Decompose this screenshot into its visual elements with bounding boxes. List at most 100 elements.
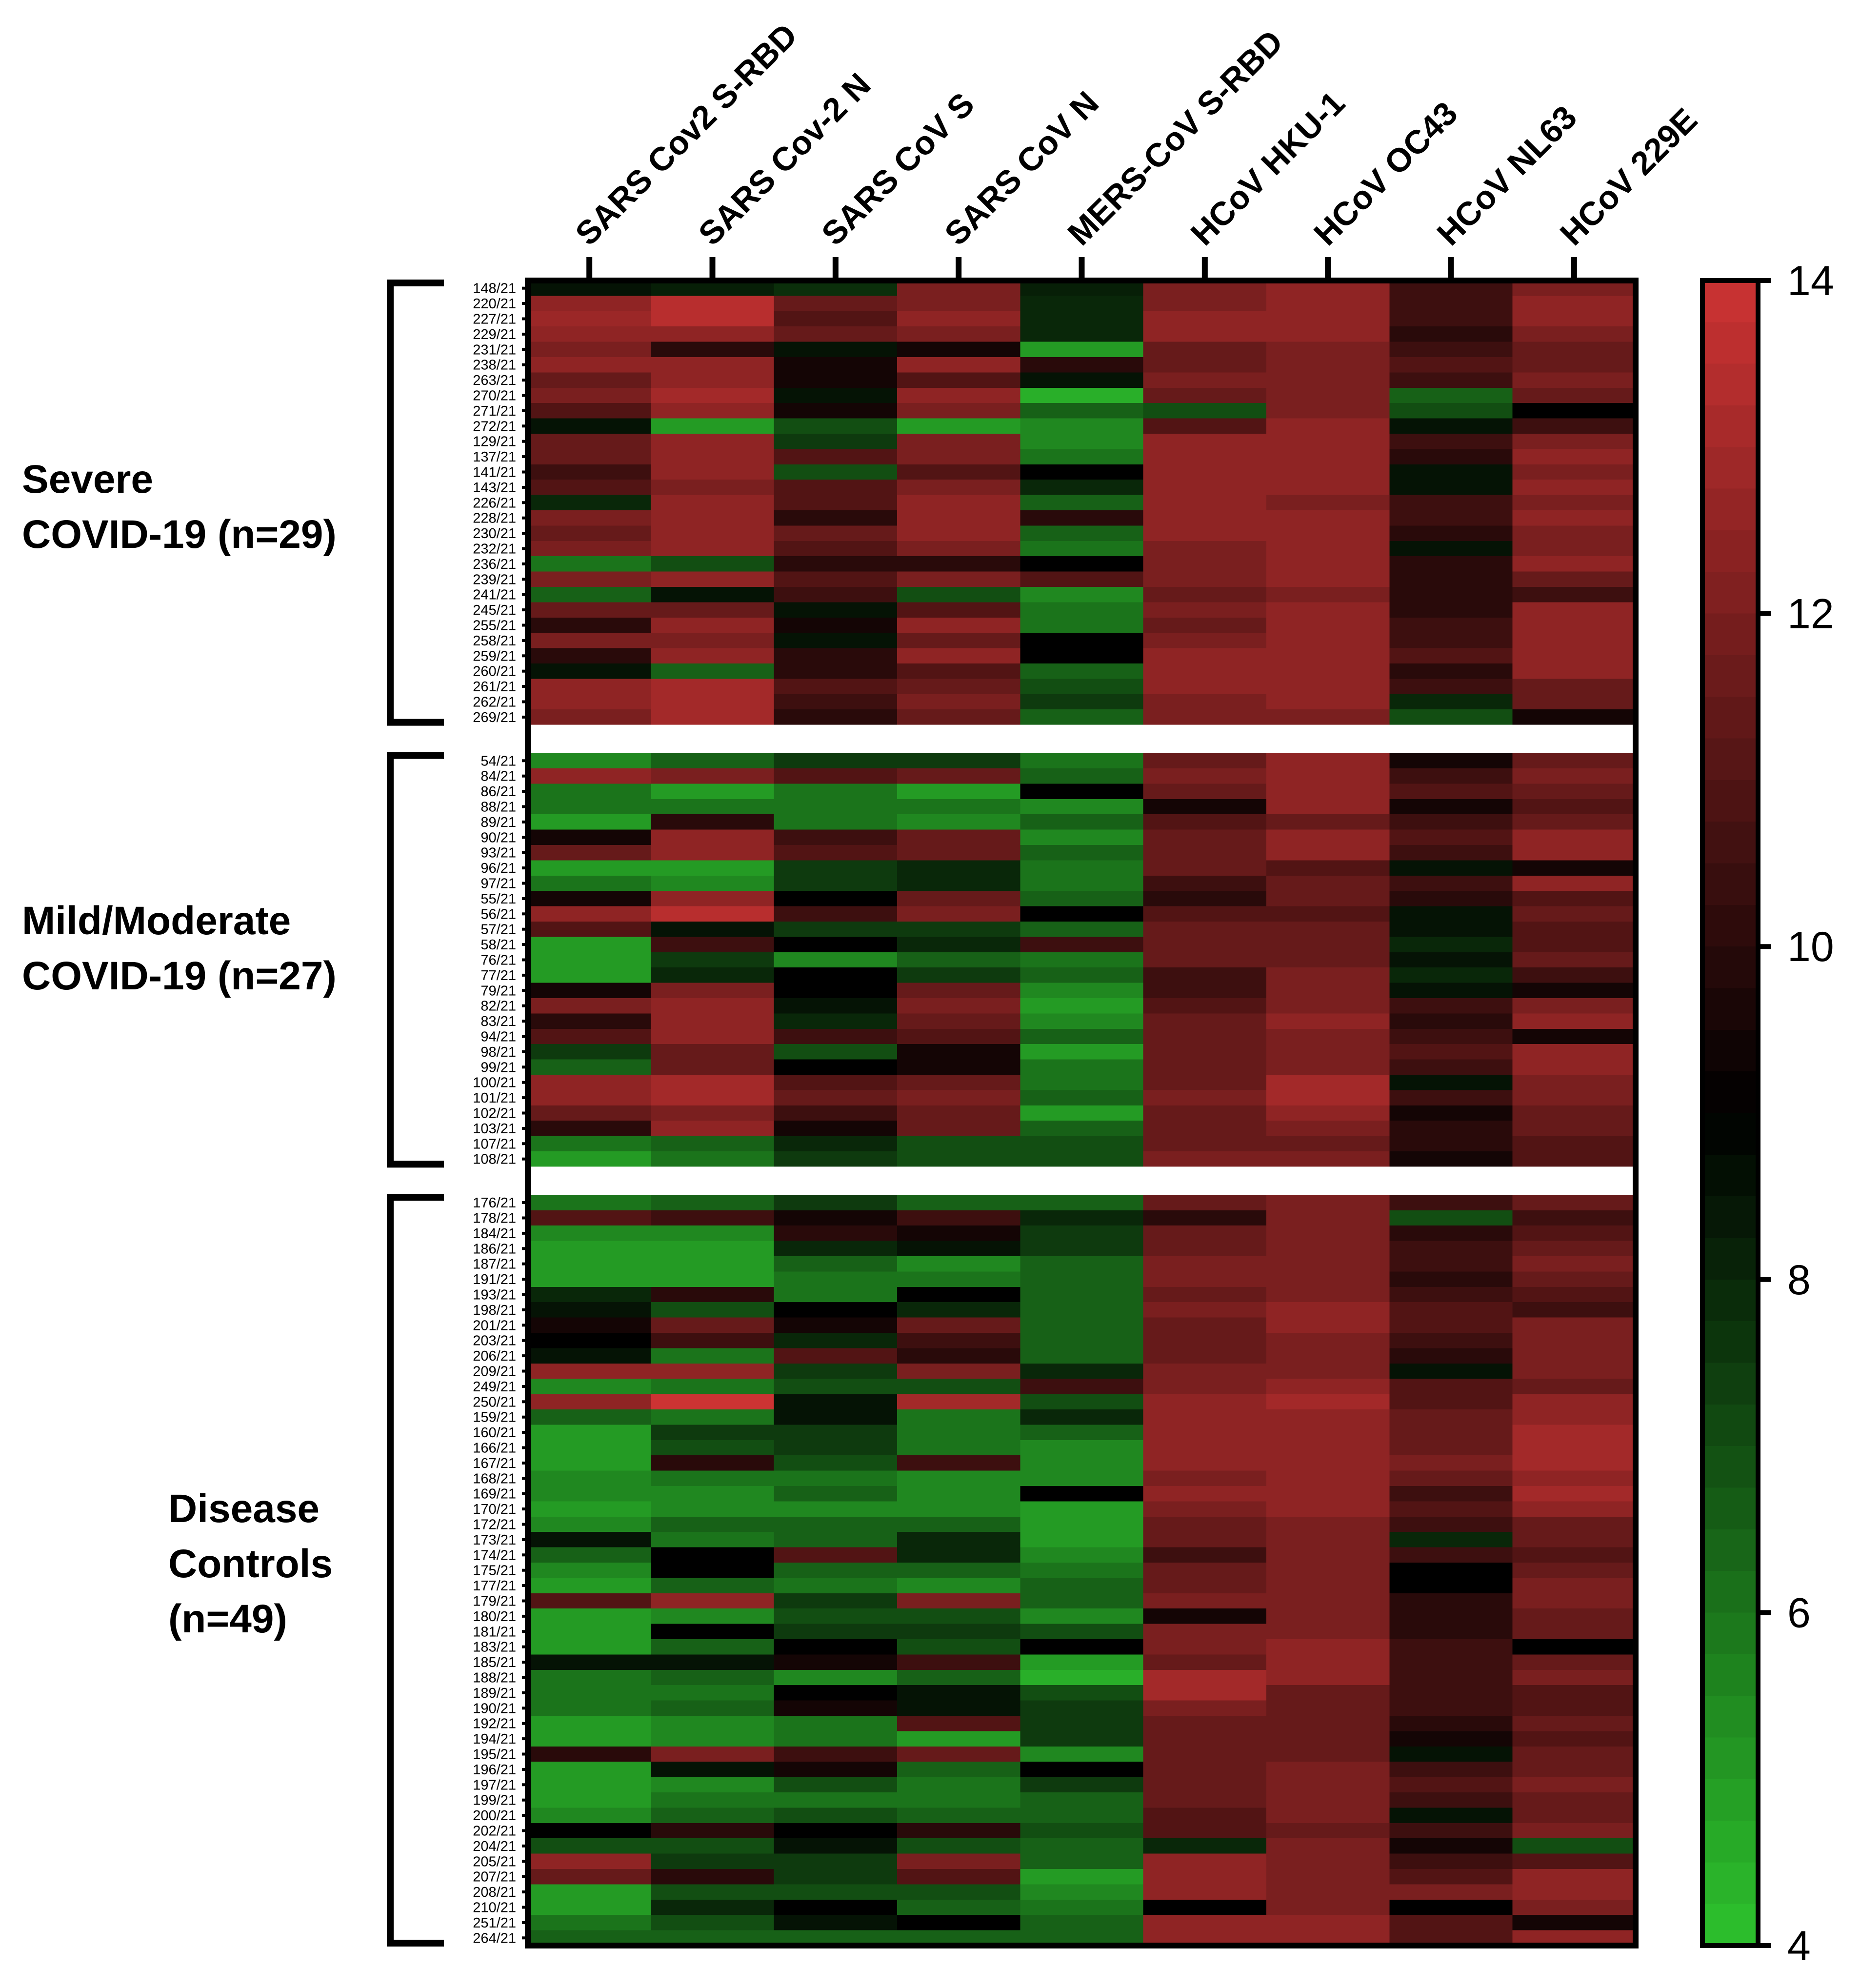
colorbar-step (1702, 530, 1758, 572)
heatmap-cell (651, 480, 775, 496)
heatmap-cell (1389, 1105, 1513, 1121)
heatmap-cell (1266, 1532, 1390, 1548)
heatmap-cell (1389, 1685, 1513, 1701)
heatmap-cell (1020, 1593, 1144, 1609)
heatmap-cell (774, 1716, 898, 1731)
heatmap-cell (1020, 1716, 1144, 1731)
heatmap-cell (651, 1563, 775, 1578)
heatmap-cell (1266, 1746, 1390, 1762)
heatmap-cell (1020, 783, 1144, 800)
heatmap-cell (651, 1807, 775, 1824)
heatmap-cell (774, 1256, 898, 1272)
heatmap-cell (651, 1455, 775, 1471)
heatmap-cell (1143, 1762, 1267, 1778)
heatmap-cell (1266, 1516, 1390, 1532)
heatmap-cell (651, 1271, 775, 1287)
heatmap-cell (1143, 1425, 1267, 1441)
heatmap-cell (1266, 1700, 1390, 1716)
heatmap-cell (651, 571, 775, 587)
heatmap-cell (897, 1225, 1020, 1242)
heatmap-cell (1266, 937, 1390, 953)
row-label: 55/21 (480, 891, 516, 907)
heatmap-cell (1020, 829, 1144, 845)
heatmap-cell (774, 1317, 898, 1333)
row-label: 180/21 (473, 1609, 516, 1625)
heatmap-cell (897, 1286, 1020, 1303)
heatmap-cell (1266, 1455, 1390, 1471)
heatmap-cell (651, 875, 775, 891)
heatmap-cell (528, 1853, 651, 1869)
heatmap-cell (1389, 829, 1513, 845)
heatmap-cell (1389, 753, 1513, 769)
heatmap-cell (1512, 1090, 1636, 1106)
heatmap-cell (1020, 1302, 1144, 1318)
heatmap-cell (774, 694, 898, 710)
heatmap-cell (1389, 1516, 1513, 1532)
heatmap-cell (651, 709, 775, 725)
colorbar-tick-label: 4 (1787, 1923, 1811, 1969)
heatmap-cell (528, 860, 651, 876)
heatmap-cell (651, 1195, 775, 1211)
heatmap-cell (774, 1271, 898, 1287)
heatmap-cell (528, 326, 651, 342)
heatmap-cell (528, 663, 651, 679)
heatmap-cell (1143, 617, 1267, 633)
heatmap-cell (1512, 875, 1636, 891)
heatmap-cell (897, 1425, 1020, 1441)
row-label: 231/21 (473, 342, 516, 358)
heatmap-cell (897, 449, 1020, 465)
heatmap-cell (1143, 1044, 1267, 1060)
heatmap-cell (1389, 648, 1513, 664)
heatmap-cell (1389, 679, 1513, 695)
heatmap-cell (1389, 1654, 1513, 1670)
heatmap-cell (774, 587, 898, 602)
heatmap-cell (1389, 633, 1513, 649)
row-label: 89/21 (480, 815, 516, 830)
heatmap-cell (1512, 1302, 1636, 1318)
heatmap-cell (1266, 1470, 1390, 1486)
heatmap-cell (1266, 967, 1390, 984)
heatmap-cell (1512, 1105, 1636, 1121)
colorbar-step (1702, 697, 1758, 739)
heatmap-cell (651, 1333, 775, 1348)
heatmap-cell (774, 1823, 898, 1839)
heatmap-cell (1266, 1059, 1390, 1075)
heatmap-cell (1020, 1271, 1144, 1287)
row-label: 159/21 (473, 1410, 516, 1426)
heatmap-cell (774, 525, 898, 542)
heatmap-cell (1512, 1624, 1636, 1640)
heatmap-cell (1020, 1075, 1144, 1090)
heatmap-cell (1143, 495, 1267, 511)
heatmap-cell (1512, 768, 1636, 784)
heatmap-cell (1512, 1394, 1636, 1410)
heatmap-cell (1266, 1731, 1390, 1747)
row-label: 77/21 (480, 968, 516, 984)
heatmap-cell (1512, 1136, 1636, 1152)
heatmap-cell (1143, 311, 1267, 327)
heatmap-cell (1020, 648, 1144, 664)
group-label: Severe (22, 457, 153, 502)
heatmap-cell (651, 1853, 775, 1869)
heatmap-cell (528, 1608, 651, 1625)
heatmap-cell (1266, 845, 1390, 861)
heatmap-cell (774, 1286, 898, 1303)
heatmap-cell (1389, 387, 1513, 403)
heatmap-cell (1143, 1624, 1267, 1640)
heatmap-cell (774, 983, 898, 999)
heatmap-cell (774, 967, 898, 984)
colorbar-step (1702, 988, 1758, 1030)
heatmap-cell (1143, 1777, 1267, 1793)
row-label: 181/21 (473, 1624, 516, 1640)
heatmap-cell (1512, 1379, 1636, 1395)
heatmap-cell (1389, 845, 1513, 861)
heatmap-cell (1512, 372, 1636, 388)
group-bracket (387, 1194, 444, 1947)
heatmap-cell (1143, 1807, 1267, 1824)
heatmap-cell (528, 1151, 651, 1167)
heatmap-cell (1389, 1121, 1513, 1137)
heatmap-cell (1389, 814, 1513, 830)
heatmap-cell (528, 1136, 651, 1152)
heatmap-cell (1143, 1654, 1267, 1670)
heatmap-cell (1389, 1225, 1513, 1242)
heatmap-cell (1266, 860, 1390, 876)
